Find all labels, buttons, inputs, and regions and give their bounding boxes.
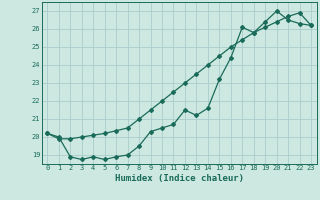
X-axis label: Humidex (Indice chaleur): Humidex (Indice chaleur) [115, 174, 244, 183]
